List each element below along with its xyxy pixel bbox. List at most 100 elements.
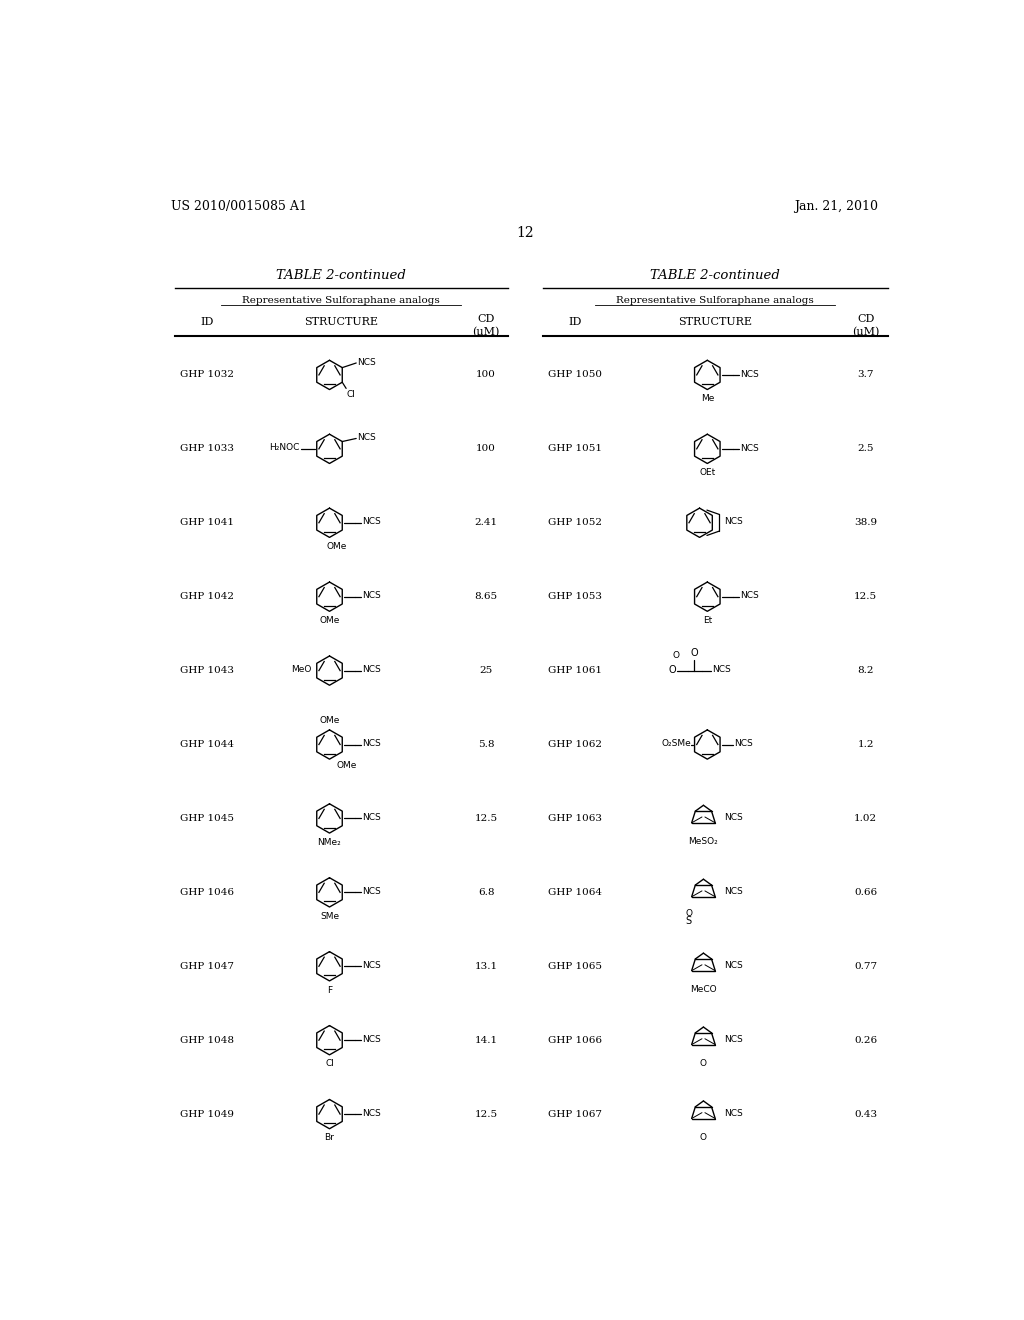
Text: OMe: OMe bbox=[319, 717, 340, 725]
Text: GHP 1066: GHP 1066 bbox=[548, 1036, 602, 1044]
Text: 0.77: 0.77 bbox=[854, 962, 878, 970]
Text: OEt: OEt bbox=[699, 469, 716, 477]
Text: O: O bbox=[685, 908, 692, 917]
Text: 3.7: 3.7 bbox=[857, 371, 874, 379]
Text: Jan. 21, 2010: Jan. 21, 2010 bbox=[795, 199, 879, 213]
Text: NCS: NCS bbox=[362, 665, 381, 675]
Text: GHP 1041: GHP 1041 bbox=[180, 519, 234, 527]
Text: NCS: NCS bbox=[724, 1109, 743, 1118]
Text: 5.8: 5.8 bbox=[478, 741, 495, 748]
Text: ID: ID bbox=[568, 317, 582, 326]
Text: O: O bbox=[669, 665, 676, 675]
Text: O: O bbox=[690, 648, 698, 659]
Text: GHP 1050: GHP 1050 bbox=[548, 371, 602, 379]
Text: NCS: NCS bbox=[724, 517, 742, 527]
Text: STRUCTURE: STRUCTURE bbox=[304, 317, 378, 326]
Text: GHP 1047: GHP 1047 bbox=[180, 962, 234, 970]
Text: GHP 1033: GHP 1033 bbox=[180, 445, 234, 453]
Text: 0.66: 0.66 bbox=[854, 888, 878, 896]
Text: 12.5: 12.5 bbox=[474, 1110, 498, 1118]
Text: NCS: NCS bbox=[712, 665, 731, 675]
Text: Representative Sulforaphane analogs: Representative Sulforaphane analogs bbox=[616, 296, 814, 305]
Text: 1.02: 1.02 bbox=[854, 814, 878, 822]
Text: NCS: NCS bbox=[362, 813, 381, 822]
Text: O: O bbox=[700, 1133, 707, 1142]
Text: MeCO: MeCO bbox=[690, 985, 717, 994]
Text: 0.43: 0.43 bbox=[854, 1110, 878, 1118]
Text: 12.5: 12.5 bbox=[474, 814, 498, 822]
Text: 6.8: 6.8 bbox=[478, 888, 495, 896]
Text: GHP 1045: GHP 1045 bbox=[180, 814, 234, 822]
Text: GHP 1052: GHP 1052 bbox=[548, 519, 602, 527]
Text: S: S bbox=[686, 916, 692, 927]
Text: Cl: Cl bbox=[347, 389, 355, 399]
Text: NCS: NCS bbox=[357, 358, 376, 367]
Text: MeO: MeO bbox=[291, 665, 311, 675]
Text: GHP 1044: GHP 1044 bbox=[180, 741, 234, 748]
Text: NCS: NCS bbox=[362, 887, 381, 896]
Text: GHP 1053: GHP 1053 bbox=[548, 593, 602, 601]
Text: CD
(μM): CD (μM) bbox=[472, 314, 500, 337]
Text: NCS: NCS bbox=[357, 433, 376, 442]
Text: 8.65: 8.65 bbox=[474, 593, 498, 601]
Text: GHP 1042: GHP 1042 bbox=[180, 593, 234, 601]
Text: CD
(μM): CD (μM) bbox=[852, 314, 880, 337]
Text: NCS: NCS bbox=[724, 887, 743, 896]
Text: 13.1: 13.1 bbox=[474, 962, 498, 970]
Text: NCS: NCS bbox=[724, 1035, 743, 1044]
Text: Cl: Cl bbox=[325, 1060, 334, 1068]
Text: 25: 25 bbox=[479, 667, 493, 675]
Text: H₂NOC: H₂NOC bbox=[269, 442, 299, 451]
Text: ID: ID bbox=[201, 317, 214, 326]
Text: F: F bbox=[327, 986, 332, 994]
Text: NCS: NCS bbox=[362, 739, 381, 748]
Text: OMe: OMe bbox=[327, 543, 347, 550]
Text: GHP 1046: GHP 1046 bbox=[180, 888, 234, 896]
Text: GHP 1062: GHP 1062 bbox=[548, 741, 602, 748]
Text: O: O bbox=[700, 1059, 707, 1068]
Text: 2.41: 2.41 bbox=[474, 519, 498, 527]
Text: NCS: NCS bbox=[362, 517, 381, 527]
Text: GHP 1067: GHP 1067 bbox=[548, 1110, 602, 1118]
Text: GHP 1051: GHP 1051 bbox=[548, 445, 602, 453]
Text: US 2010/0015085 A1: US 2010/0015085 A1 bbox=[171, 199, 306, 213]
Text: 8.2: 8.2 bbox=[857, 667, 874, 675]
Text: GHP 1032: GHP 1032 bbox=[180, 371, 234, 379]
Text: O: O bbox=[672, 651, 679, 660]
Text: 2.5: 2.5 bbox=[857, 445, 874, 453]
Text: NCS: NCS bbox=[362, 961, 381, 970]
Text: TABLE 2-continued: TABLE 2-continued bbox=[276, 269, 407, 282]
Text: NCS: NCS bbox=[362, 1035, 381, 1044]
Text: GHP 1043: GHP 1043 bbox=[180, 667, 234, 675]
Text: Et: Et bbox=[702, 616, 712, 624]
Text: Me: Me bbox=[700, 395, 714, 403]
Text: MeSO₂: MeSO₂ bbox=[688, 837, 718, 846]
Text: 38.9: 38.9 bbox=[854, 519, 878, 527]
Text: O₂SMe: O₂SMe bbox=[662, 739, 691, 748]
Text: NCS: NCS bbox=[740, 591, 759, 601]
Text: OMe: OMe bbox=[337, 760, 357, 770]
Text: 12: 12 bbox=[516, 226, 534, 240]
Text: 0.26: 0.26 bbox=[854, 1036, 878, 1044]
Text: NCS: NCS bbox=[740, 370, 759, 379]
Text: GHP 1064: GHP 1064 bbox=[548, 888, 602, 896]
Text: NCS: NCS bbox=[733, 739, 753, 748]
Text: 1.2: 1.2 bbox=[857, 741, 874, 748]
Text: 100: 100 bbox=[476, 371, 496, 379]
Text: NMe₂: NMe₂ bbox=[317, 838, 341, 846]
Text: NCS: NCS bbox=[724, 961, 743, 970]
Text: Br: Br bbox=[325, 1134, 335, 1142]
Text: 12.5: 12.5 bbox=[854, 593, 878, 601]
Text: GHP 1063: GHP 1063 bbox=[548, 814, 602, 822]
Text: 100: 100 bbox=[476, 445, 496, 453]
Text: NCS: NCS bbox=[362, 1109, 381, 1118]
Text: GHP 1049: GHP 1049 bbox=[180, 1110, 234, 1118]
Text: OMe: OMe bbox=[319, 616, 340, 624]
Text: Representative Sulforaphane analogs: Representative Sulforaphane analogs bbox=[243, 296, 440, 305]
Text: SMe: SMe bbox=[319, 912, 339, 920]
Text: GHP 1065: GHP 1065 bbox=[548, 962, 602, 970]
Text: STRUCTURE: STRUCTURE bbox=[678, 317, 752, 326]
Text: GHP 1048: GHP 1048 bbox=[180, 1036, 234, 1044]
Text: GHP 1061: GHP 1061 bbox=[548, 667, 602, 675]
Text: NCS: NCS bbox=[724, 813, 743, 822]
